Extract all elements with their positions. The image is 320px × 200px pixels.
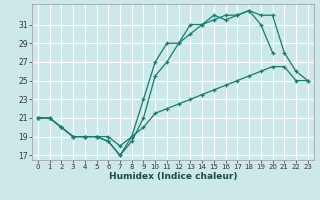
X-axis label: Humidex (Indice chaleur): Humidex (Indice chaleur) xyxy=(108,172,237,181)
